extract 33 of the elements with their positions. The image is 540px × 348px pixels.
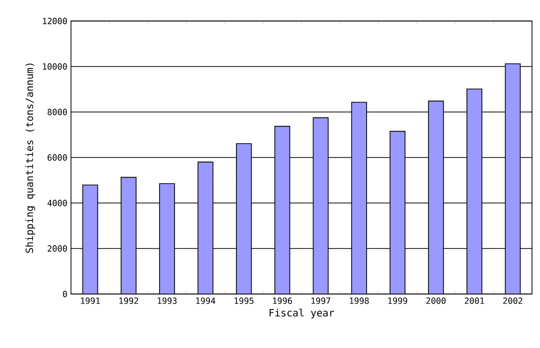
x-tick-label: 1994 xyxy=(196,298,216,304)
x-tick-label: 1999 xyxy=(388,298,408,304)
x-tick-label: 1995 xyxy=(234,298,254,304)
y-axis-title: Shipping quantities (tons/annum) xyxy=(25,64,36,253)
bar xyxy=(351,102,368,294)
y-tick-label: 2000 xyxy=(48,245,67,252)
bar xyxy=(390,130,406,294)
bar xyxy=(504,63,521,294)
y-tick-label: 12000 xyxy=(43,18,67,24)
y-tick-label: 8000 xyxy=(48,108,67,116)
bar xyxy=(159,183,175,294)
x-tick-label: 1992 xyxy=(119,298,138,304)
bar xyxy=(428,100,444,294)
bar xyxy=(236,143,252,294)
bar xyxy=(120,176,137,294)
y-tick-label: 0 xyxy=(62,290,67,298)
x-axis-title: Fiscal year xyxy=(270,308,334,318)
y-tick-label: 4000 xyxy=(48,200,67,206)
x-tick-label: 1997 xyxy=(312,298,330,304)
bar xyxy=(82,184,98,294)
bar xyxy=(274,126,290,294)
x-tick-label: 1996 xyxy=(273,298,292,304)
bar xyxy=(198,162,214,294)
x-tick-label: 2001 xyxy=(464,298,484,304)
bar xyxy=(312,117,329,294)
x-tick-label: 2002 xyxy=(503,298,522,304)
y-tick-label: 10000 xyxy=(43,63,67,70)
x-tick-label: 2000 xyxy=(426,298,446,304)
bar xyxy=(466,88,482,294)
x-tick-label: 1998 xyxy=(350,298,369,304)
x-tick-label: 1991 xyxy=(81,298,100,304)
y-tick-label: 6000 xyxy=(48,154,67,161)
x-tick-label: 1993 xyxy=(158,298,177,304)
